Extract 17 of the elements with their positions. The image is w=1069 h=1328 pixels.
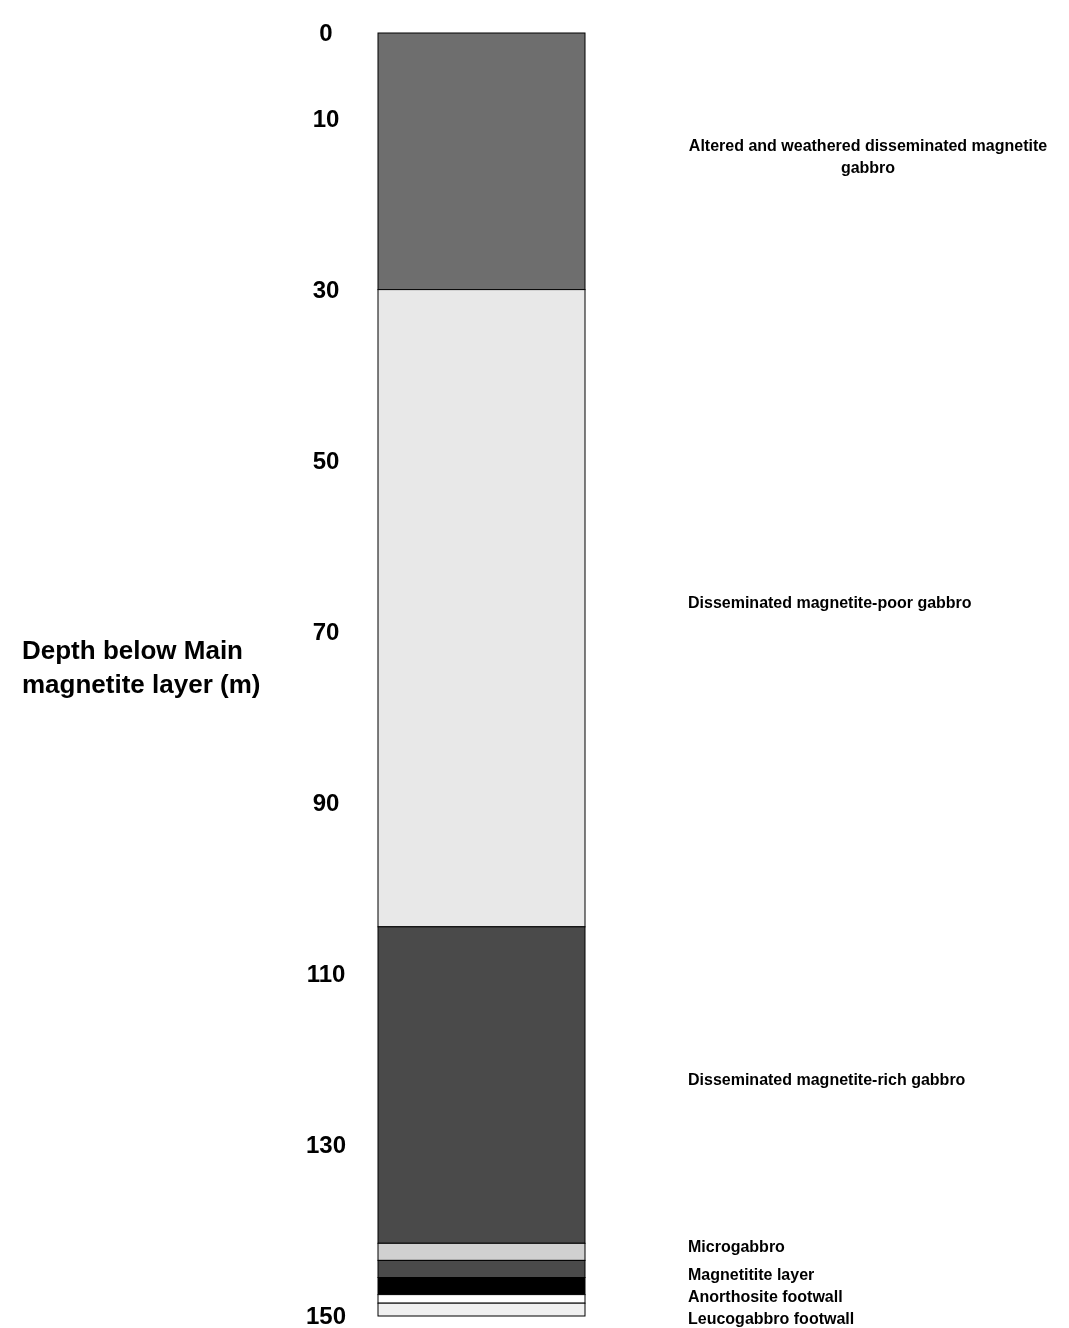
text: Magnetitite layer [688,1266,815,1283]
text: Disseminated magnetite-poor gabbro [688,594,972,612]
y-tick-label: 10 [312,104,340,132]
y-tick-label: 150 [305,1302,347,1328]
text: Disseminated magnetite-rich gabbro [688,1071,966,1089]
y-tick-label: 110 [306,960,346,988]
y-axis-title: Depth below Main magnetite layer (m) [22,634,261,699]
y-tick-label: 90 [312,789,340,817]
text: Anorthosite footwall [688,1288,843,1305]
y-tick-label: 50 [312,447,340,475]
text: Leucogabbro footwall [688,1310,855,1327]
y-tick-label: 0 [319,19,333,47]
text: Altered and weathered disseminated magnetite gabbro [688,137,1048,177]
y-tick-label: 130 [305,1131,347,1159]
y-tick-label: 70 [312,618,340,646]
text: Microgabbro [688,1237,786,1255]
y-tick-label: 30 [312,276,340,303]
